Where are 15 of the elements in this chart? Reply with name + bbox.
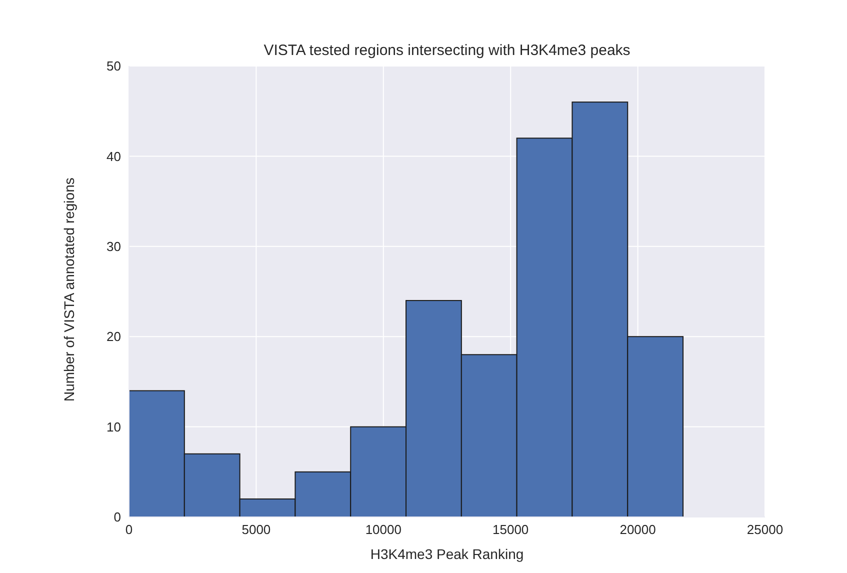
x-tick-label: 25000 <box>746 522 784 538</box>
x-axis-title: H3K4me3 Peak Ranking <box>370 546 524 562</box>
x-tick-label: 0 <box>125 522 133 538</box>
y-tick-label: 50 <box>106 58 121 74</box>
y-tick-label: 30 <box>106 239 121 254</box>
y-axis-title: Number of VISTA annotated regions <box>60 178 77 402</box>
x-tick-label: 5000 <box>242 522 271 538</box>
y-tick-label: 10 <box>106 419 121 434</box>
x-tick-label: 20000 <box>620 522 656 538</box>
y-tick-label: 0 <box>114 510 121 525</box>
chart-title: VISTA tested regions intersecting with H3K4me3 peaks <box>262 42 632 59</box>
y-tick-label: 40 <box>106 148 121 164</box>
y-tick-label: 20 <box>106 329 121 344</box>
x-tick-label: 10000 <box>365 522 402 538</box>
x-tick-label: 15000 <box>492 522 529 538</box>
